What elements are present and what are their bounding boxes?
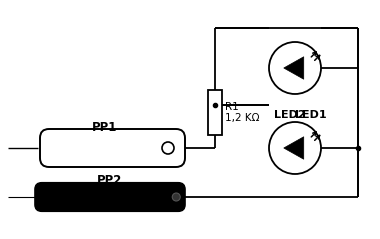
Text: PP1: PP1 (92, 121, 117, 134)
Circle shape (269, 122, 321, 174)
Polygon shape (284, 137, 304, 159)
Circle shape (162, 142, 174, 154)
Circle shape (172, 193, 180, 201)
Text: R1
1,2 KΩ: R1 1,2 KΩ (225, 102, 260, 123)
Text: LED2: LED2 (274, 110, 306, 120)
Text: LED1: LED1 (295, 110, 327, 120)
FancyBboxPatch shape (35, 183, 185, 211)
Text: PP2: PP2 (97, 174, 123, 186)
Circle shape (269, 42, 321, 94)
Polygon shape (284, 57, 304, 79)
Bar (208, 90, 222, 135)
FancyBboxPatch shape (40, 129, 185, 167)
